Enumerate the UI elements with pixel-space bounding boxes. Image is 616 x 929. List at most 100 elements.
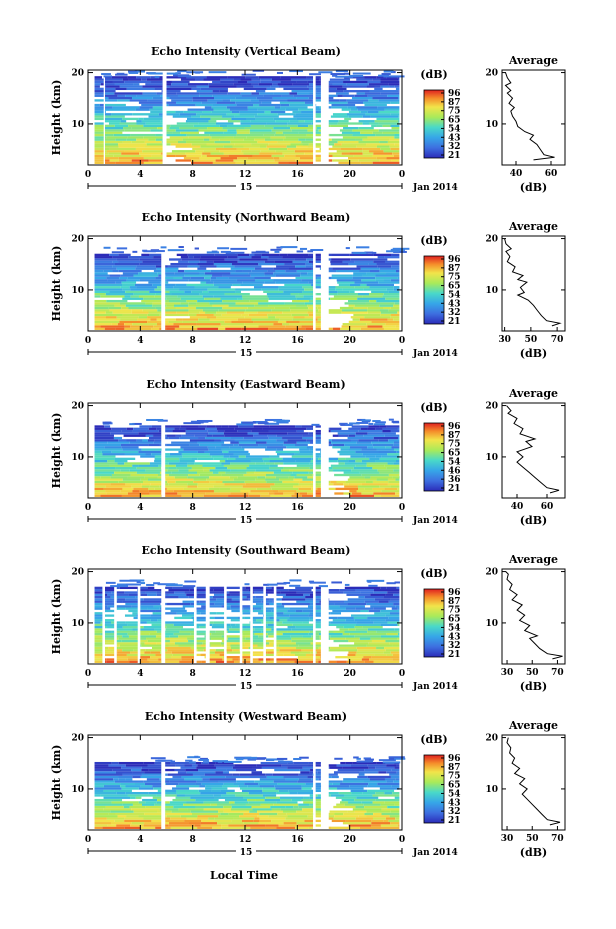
heatmap-cell <box>284 133 307 137</box>
heatmap-cell <box>356 651 384 654</box>
heatmap-cell <box>290 635 303 638</box>
heatmap-cell <box>334 812 344 816</box>
heatmap-cell <box>181 434 195 437</box>
heatmap-cell <box>312 262 314 266</box>
heatmap-cell <box>182 138 204 141</box>
day-label-bg <box>236 514 256 524</box>
heatmap-cell <box>243 796 266 799</box>
heatmap-cell <box>230 619 240 622</box>
x-tick-label: 8 <box>190 336 196 346</box>
heatmap-cell <box>315 258 321 261</box>
heatmap-cell <box>200 145 224 148</box>
heatmap-cell <box>380 85 390 88</box>
heatmap-cell <box>265 653 274 657</box>
heatmap-cell <box>249 464 270 467</box>
heatmap-cell <box>141 494 161 497</box>
heatmap-cell <box>105 653 115 657</box>
heatmap-cell <box>356 796 379 799</box>
heatmap-cell <box>207 127 223 130</box>
heatmap-cell <box>352 129 379 132</box>
heatmap-cell <box>165 276 174 280</box>
heatmap-cell <box>328 101 330 104</box>
heatmap-cell <box>162 83 163 86</box>
heatmap-cell <box>243 87 267 91</box>
heatmap-cell <box>107 441 130 444</box>
heatmap-cell <box>328 133 330 137</box>
heatmap-cell <box>116 651 118 654</box>
heatmap-cell <box>276 71 284 74</box>
heatmap-cell <box>120 286 130 289</box>
heatmap-cell <box>250 274 265 277</box>
heatmap-cell <box>232 773 240 776</box>
heatmap-cell <box>217 247 230 250</box>
heatmap-cell <box>239 110 265 114</box>
heatmap-cell <box>295 586 314 590</box>
heatmap-cell <box>328 99 340 102</box>
heatmap-cell <box>183 422 201 425</box>
heatmap-cell <box>159 327 162 330</box>
heatmap-cell <box>166 327 175 330</box>
heatmap-cell <box>315 253 321 257</box>
heatmap-cell <box>117 462 125 465</box>
heatmap-cell <box>265 651 268 654</box>
heatmap-cell <box>170 826 198 829</box>
heatmap-cell <box>140 591 146 594</box>
heatmap-cell <box>124 462 150 465</box>
heatmap-cell <box>129 99 148 102</box>
colorbar-tick-label: 54 <box>448 124 461 134</box>
heatmap-cell <box>276 639 292 643</box>
heatmap-cell <box>309 794 314 797</box>
heatmap-cell <box>265 616 270 620</box>
heatmap-cell <box>196 586 206 590</box>
heatmap-cell <box>281 764 309 767</box>
heatmap-cell <box>146 429 159 433</box>
heatmap-cell <box>152 96 163 100</box>
heatmap-cell <box>393 443 400 447</box>
heatmap-cell <box>140 630 157 633</box>
heatmap-cell <box>138 787 154 790</box>
heatmap-cell <box>287 439 307 442</box>
heatmap-cell <box>319 106 321 109</box>
heatmap-cell <box>388 480 400 484</box>
heatmap-cell <box>384 279 391 282</box>
heatmap-cell <box>315 265 321 268</box>
heatmap-cell <box>122 478 141 481</box>
heatmap-cell <box>357 297 386 300</box>
heatmap-cell <box>166 87 168 91</box>
heatmap-cell <box>186 283 214 287</box>
heatmap-cell <box>237 157 248 160</box>
heatmap-cell <box>334 492 344 495</box>
heatmap-cell <box>332 113 347 116</box>
heatmap-cell <box>209 598 217 601</box>
heatmap-cell <box>224 136 234 139</box>
heatmap-cell <box>315 630 321 633</box>
heatmap-cell <box>231 320 254 324</box>
heatmap-cell <box>160 494 162 497</box>
heatmap-cell <box>105 632 115 636</box>
heatmap-cell <box>271 487 299 491</box>
heatmap-cell <box>249 605 251 608</box>
heatmap-cell <box>269 642 274 645</box>
heatmap-cell <box>94 302 121 305</box>
heatmap-cell <box>305 598 314 601</box>
heatmap-cell <box>226 658 233 661</box>
heatmap-cell <box>285 817 314 820</box>
heatmap-cell <box>299 320 314 324</box>
x-tick-label: 12 <box>239 503 252 513</box>
heatmap-cell <box>220 297 238 300</box>
heatmap-cell <box>379 787 400 790</box>
heatmap-cell <box>168 483 188 486</box>
x-tick-label: 0 <box>399 835 405 845</box>
heatmap-cell <box>144 642 157 645</box>
heatmap-cell <box>218 286 231 289</box>
heatmap-cell <box>104 425 111 428</box>
heatmap-cell <box>155 759 173 762</box>
x-tick-label: 16 <box>291 503 304 513</box>
heatmap-cell <box>192 99 208 102</box>
panel-1: Echo Intensity (Northward Beam)1020Heigh… <box>50 211 566 360</box>
heatmap-cell <box>268 815 288 818</box>
heatmap-cell <box>369 286 394 289</box>
heatmap-cell <box>394 803 400 806</box>
heatmap-cell <box>279 101 305 104</box>
heatmap-cell <box>280 808 303 811</box>
